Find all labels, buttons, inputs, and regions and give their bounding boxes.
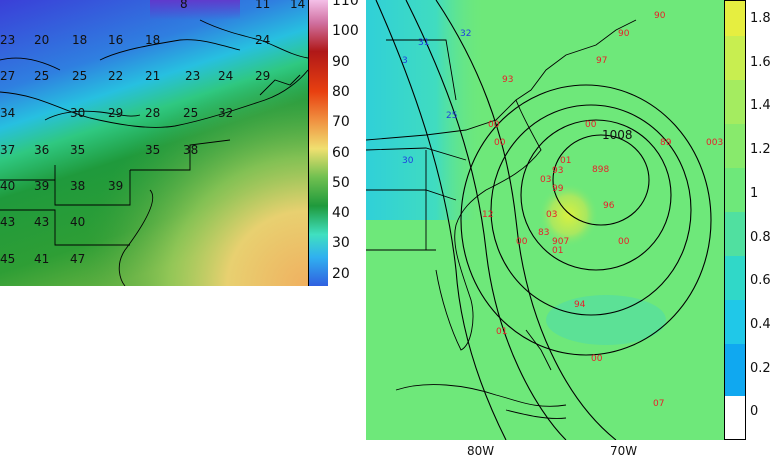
pressure-value: 03 xyxy=(546,210,557,220)
temperature-value: 23 xyxy=(0,33,15,47)
longitude-label-80w: 80W xyxy=(467,444,495,458)
temperature-value: 39 xyxy=(108,179,123,193)
temperature-value: 35 xyxy=(145,143,160,157)
temperature-value: 40 xyxy=(0,179,15,193)
pwat-colorbar-labels: 1.8 1.6 1.4 1.2 1 0.8 0.6 0.4 0.2 0 xyxy=(750,0,771,440)
temperature-value: 22 xyxy=(108,69,123,83)
pressure-value: 93 xyxy=(552,166,563,176)
temperature-colorbar-tick: 50 xyxy=(332,174,350,191)
temperature-value: 11 xyxy=(255,0,270,11)
pressure-value-blue: 32 xyxy=(460,29,471,39)
pwat-colorbar-tick: 1.6 xyxy=(750,54,771,70)
temperature-value: 18 xyxy=(72,33,87,47)
temperature-value: 41 xyxy=(34,252,49,266)
pwat-colorbar xyxy=(724,0,746,440)
isobar-label: 1008 xyxy=(602,128,633,142)
temperature-value: 25 xyxy=(34,69,49,83)
pwat-colorbar-tick: 1 xyxy=(750,185,759,201)
longitude-label-70w: 70W xyxy=(610,444,638,458)
pressure-value: 01 xyxy=(560,156,571,166)
pwat-colorbar-tick: 0 xyxy=(750,404,759,420)
temperature-value: 8 xyxy=(180,0,188,11)
pwat-colorbar-tick: 1.2 xyxy=(750,142,771,158)
pressure-value: 83 xyxy=(538,228,549,238)
temperature-colorbar-tick: 100 xyxy=(332,23,359,40)
temperature-colorbar xyxy=(308,0,328,286)
temperature-value: 20 xyxy=(34,33,49,47)
pressure-value: 90 xyxy=(654,11,666,21)
temperature-value: 24 xyxy=(255,33,270,47)
temperature-colorbar-tick: 80 xyxy=(332,83,350,100)
pressure-value: 00 xyxy=(516,237,528,247)
pressure-value: 00 xyxy=(591,354,603,364)
pwat-colorbar-tick: 0.8 xyxy=(750,229,771,245)
pressure-value: 07 xyxy=(653,399,664,409)
temperature-value: 43 xyxy=(0,215,15,229)
temperature-map: 23 20 18 16 18 24 27 25 25 22 21 23 24 29 34 30 29 28 25 32… xyxy=(0,0,308,286)
temperature-value: 35 xyxy=(70,143,85,157)
temperature-value: 25 xyxy=(183,106,198,120)
temperature-value: 38 xyxy=(183,143,198,157)
pressure-value: 12 xyxy=(482,210,493,220)
temperature-value: 30 xyxy=(70,106,85,120)
pressure-value: 00 xyxy=(585,120,597,130)
pwat-colorbar-tick: 0.6 xyxy=(750,273,771,289)
temperature-value: 29 xyxy=(108,106,123,120)
temperature-value: 36 xyxy=(34,143,49,157)
pressure-value: 003 xyxy=(706,138,723,148)
temperature-value: 28 xyxy=(145,106,160,120)
pressure-value: 00 xyxy=(618,237,630,247)
temperature-value: 47 xyxy=(70,252,85,266)
temperature-value: 40 xyxy=(70,215,85,229)
pwat-colorbar-tick: 1.8 xyxy=(750,11,771,26)
temperature-value: 14 xyxy=(290,0,305,11)
temperature-value: 16 xyxy=(108,33,123,47)
pressure-value: 89 xyxy=(660,138,672,148)
pressure-value: 01 xyxy=(552,246,563,256)
pwat-colorbar-tick: 1.4 xyxy=(750,98,771,114)
temperature-value: 29 xyxy=(255,69,270,83)
pressure-value: 93 xyxy=(502,75,513,85)
pressure-value: 90 xyxy=(618,29,630,39)
temperature-colorbar-labels: 110 100 90 80 70 60 50 40 30 20 xyxy=(330,0,370,286)
temperature-value: 37 xyxy=(0,143,15,157)
temperature-value: 27 xyxy=(0,69,15,83)
temperature-value: 43 xyxy=(34,215,49,229)
pressure-value-blue: 30 xyxy=(402,156,414,166)
pressure-value: 00 xyxy=(488,120,500,130)
temperature-value: 23 xyxy=(185,69,200,83)
temperature-colorbar-tick: 30 xyxy=(332,235,350,252)
pressure-value: 907 xyxy=(552,237,569,247)
temperature-colorbar-tick: 60 xyxy=(332,144,350,161)
temperature-value: 45 xyxy=(0,252,15,266)
temperature-value: 38 xyxy=(70,179,85,193)
pwat-colorbar-tick: 0.2 xyxy=(750,360,771,376)
pressure-value: 01 xyxy=(496,327,507,337)
temperature-colorbar-tick: 40 xyxy=(332,205,350,222)
temperature-colorbar-tick: 110 xyxy=(332,0,359,9)
pressure-value: 96 xyxy=(603,201,615,211)
pressure-value-blue: 25 xyxy=(446,111,457,121)
temperature-value: 21 xyxy=(145,69,160,83)
temperature-value: 18 xyxy=(145,33,160,47)
pressure-value-blue: 31 xyxy=(418,38,429,48)
temperature-colorbar-tick: 90 xyxy=(332,53,350,70)
temperature-value: 25 xyxy=(72,69,87,83)
pressure-value: 00 xyxy=(494,138,506,148)
temperature-value: 24 xyxy=(218,69,233,83)
pressure-value: 94 xyxy=(574,300,586,310)
temperature-value: 39 xyxy=(34,179,49,193)
temperature-value: 34 xyxy=(0,106,15,120)
pressure-value: 97 xyxy=(596,56,607,66)
temperature-value: 32 xyxy=(218,106,233,120)
pwat-colorbar-tick: 0.4 xyxy=(750,316,771,332)
pressure-value: 898 xyxy=(592,165,609,175)
pressure-value: 03 xyxy=(540,175,551,185)
pressure-value: 99 xyxy=(552,184,564,194)
temperature-colorbar-tick: 20 xyxy=(332,265,350,282)
pressure-value-blue: 3 xyxy=(402,56,408,66)
temperature-colorbar-tick: 70 xyxy=(332,114,350,131)
